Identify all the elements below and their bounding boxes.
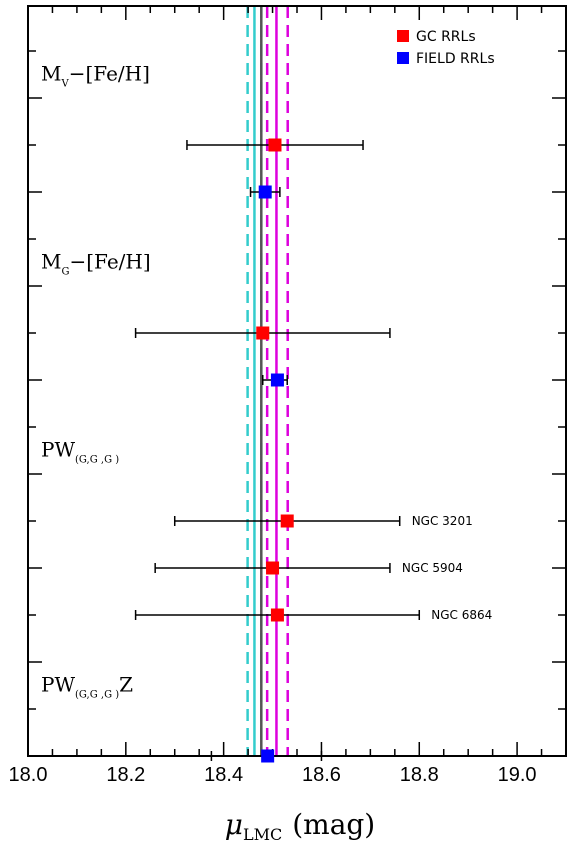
axes [27,5,567,757]
plot-frame [27,5,567,757]
data-point-6 [270,608,284,622]
group-label-2: PW(G,G ,G ) [41,438,119,466]
ticks: 18.0 18.2 18.4 18.6 18.8 19.0 [9,6,567,786]
x-tick-label: 19.0 [498,764,537,786]
x-axis-label-sub: LMC [243,825,282,844]
data-point-2 [256,326,270,340]
legend-swatch-0 [397,30,409,42]
legend-swatch-1 [397,52,409,64]
x-tick-label: 18.0 [9,764,48,786]
group-label-0: MV−[Fe/H] [41,62,150,90]
data-point-4 [280,514,294,528]
data-point-5 [266,561,280,575]
group-label-1: MG−[Fe/H] [41,250,151,278]
x-axis-label-unit: (mag) [292,808,375,841]
x-axis-label: μLMC (mag) [225,808,375,844]
x-tick-label: 18.6 [302,764,341,786]
x-tick-label: 18.2 [106,764,145,786]
group-labels: MV−[Fe/H] MG−[Fe/H] PW(G,G ,G ) PW(G,G ,G )… [41,62,151,701]
data-points: NGC 3201 NGC 5904 NGC 6864 [134,138,492,763]
legend-label-1: FIELD RRLs [416,51,495,67]
data-point-1 [258,185,272,199]
group-label-3: PW(G,G ,G )Z [41,673,133,701]
legend: GC RRLs FIELD RRLs [397,29,495,67]
x-axis-label-main: μ [225,808,243,841]
x-tick-label: 18.4 [204,764,243,786]
point-annotation: NGC 3201 [412,514,473,528]
point-annotation: NGC 6864 [431,608,492,622]
x-tick-label: 18.8 [400,764,439,786]
data-point-3 [270,373,284,387]
data-point-0 [268,138,282,152]
point-annotation: NGC 5904 [402,561,463,575]
reference-lines [246,6,289,756]
data-point-7 [261,749,275,763]
legend-label-0: GC RRLs [416,29,476,45]
